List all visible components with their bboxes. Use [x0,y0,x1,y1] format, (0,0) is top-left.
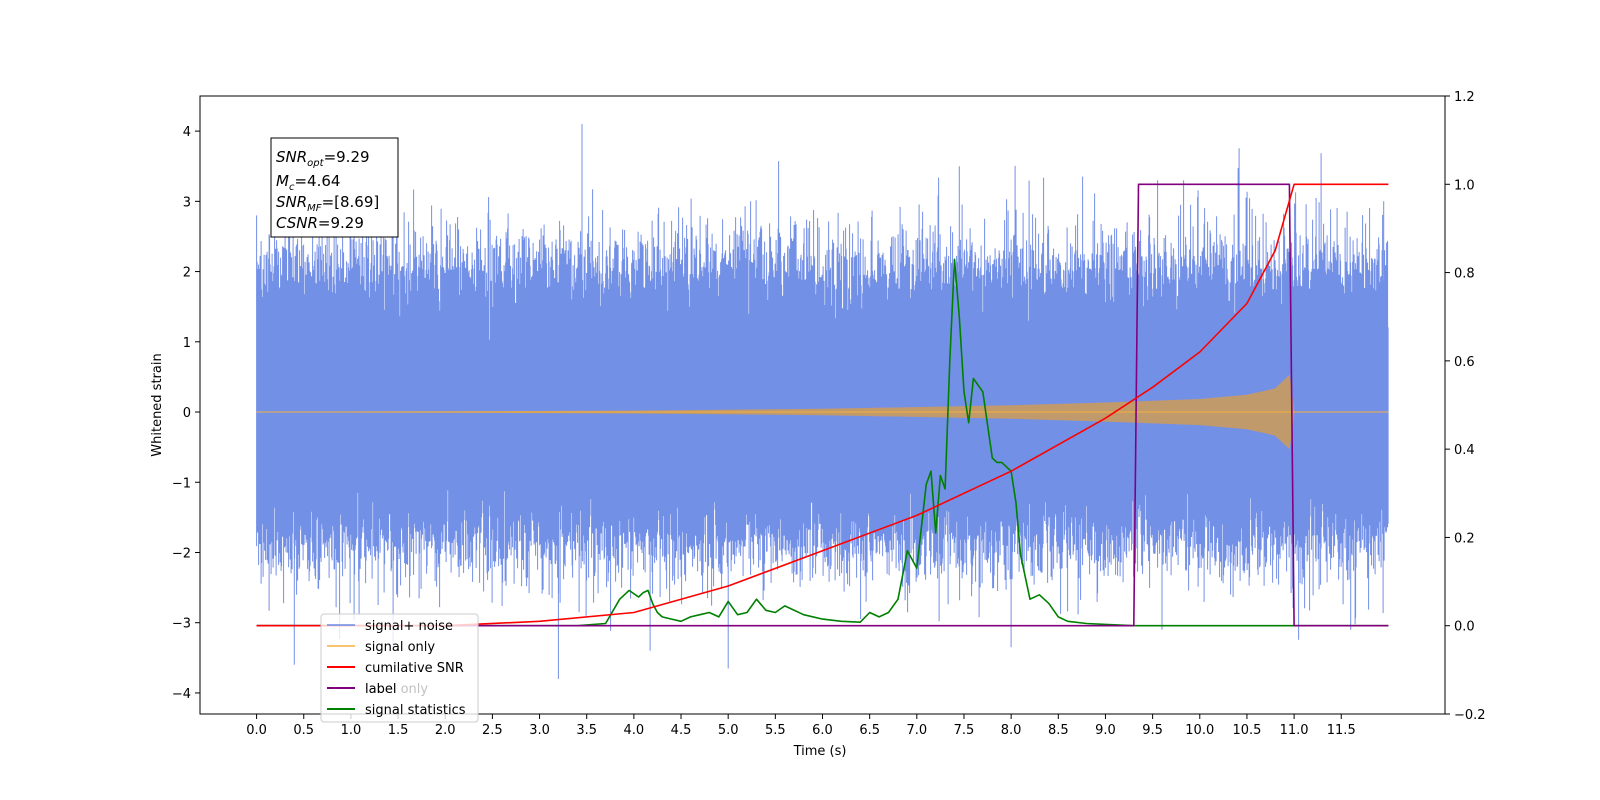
legend-label-signal-statistics: signal statistics [365,703,466,718]
y-left-tick-label: 1 [183,336,191,351]
y-right-tick-label: 1.2 [1454,90,1475,105]
y-left-tick-label: 0 [183,406,191,421]
y-left-tick-label: −4 [172,687,191,702]
x-tick-label: 1.0 [341,723,362,738]
x-tick-label: 0.0 [246,723,267,738]
x-axis-label: Time (s) [793,744,847,759]
x-tick-label: 4.5 [671,723,692,738]
x-tick-label: 5.0 [718,723,739,738]
x-tick-label: 11.0 [1280,723,1309,738]
y-right-tick-label: 0.6 [1454,355,1475,370]
x-tick-label: 6.5 [859,723,880,738]
x-tick-label: 7.0 [906,723,927,738]
legend-label-signal-noise: signal+ noise [365,619,453,634]
legend-label-cumulative-snr: cumilative SNR [365,661,464,676]
cumulative-snr-line [256,183,1389,627]
y-axis-label: Whitened strain [150,353,165,456]
x-tick-label: 3.0 [529,723,550,738]
annotation-snr-opt: SNRopt=9.29 [276,148,370,169]
x-tick-label: 9.5 [1142,723,1163,738]
x-tick-label: 2.0 [435,723,456,738]
x-tick-label: 11.5 [1327,723,1356,738]
x-tick-label: 10.0 [1185,723,1214,738]
y-right-tick-label: 0.0 [1454,620,1475,635]
label-line [256,183,1389,627]
y-left-tick-label: 4 [183,125,191,140]
x-tick-label: 5.5 [765,723,786,738]
annotation-csnr: CSNR=9.29 [276,214,364,232]
x-tick-label: 8.5 [1048,723,1069,738]
x-tick-label: 3.5 [576,723,597,738]
legend-label-signal-only: signal only [365,640,435,655]
y-right-tick-label: 0.4 [1454,443,1475,458]
y-left-tick-label: 3 [183,195,191,210]
y-left-tick-label: −3 [172,617,191,632]
x-tick-label: 2.5 [482,723,503,738]
y-right-tick-label: 1.0 [1454,178,1475,193]
x-tick-label: 8.0 [1001,723,1022,738]
x-tick-label: 4.0 [624,723,645,738]
y-right-tick-label: −0.2 [1454,708,1486,723]
y-left-tick-label: −1 [172,476,191,491]
x-tick-label: 6.0 [812,723,833,738]
y-right-tick-label: 0.8 [1454,267,1475,282]
legend-label-label: label [365,682,396,697]
x-tick-label: 9.0 [1095,723,1116,738]
annotation-box: SNRopt=9.29 Mc=4.64 SNRMF=[8.69] CSNR=9.… [270,137,399,238]
x-tick-label: 0.5 [293,723,314,738]
signal-statistics-line [256,258,1389,627]
legend: signal+ noise signal only cumilative SNR… [320,613,479,723]
x-tick-label: 7.5 [954,723,975,738]
y-left-tick-label: 2 [183,266,191,281]
y-left-tick-label: −2 [172,546,191,561]
annotation-mc: Mc=4.64 [276,172,340,193]
x-tick-label: 10.5 [1232,723,1261,738]
y-right-tick-label: 0.2 [1454,531,1475,546]
legend-label-label-only-overlap: label only [365,682,428,697]
annotation-snr-mf: SNRMF=[8.69] [276,193,379,214]
x-tick-label: 1.5 [388,723,409,738]
